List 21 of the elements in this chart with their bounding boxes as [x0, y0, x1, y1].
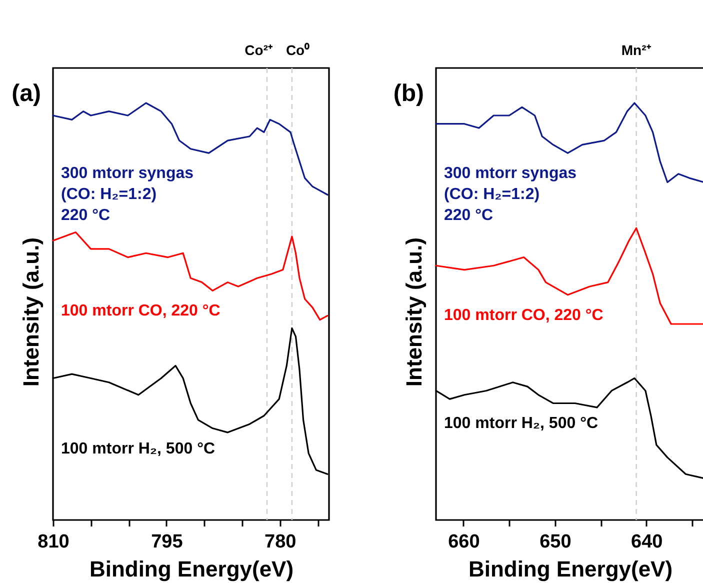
series-label: 100 mtorr H₂, 500 °C: [61, 440, 216, 458]
y-axis-title: Intensity (a.u.): [18, 237, 44, 387]
ref-line-label: Co²⁺: [244, 42, 273, 58]
series-label: 300 mtorr syngas (CO: H₂=1:2) 220 °C: [61, 165, 194, 224]
x-tick-label: 795: [151, 532, 184, 552]
x-tick-label: 810: [38, 532, 70, 552]
series-label: 100 mtorr CO, 220 °C: [61, 302, 221, 320]
x-tick-label: 650: [540, 532, 572, 552]
chart-title: (a): [12, 80, 41, 107]
x-tick-label: 780: [264, 532, 296, 552]
ref-line-label: Co⁰: [286, 42, 310, 58]
ref-line-label: Mn²⁺: [621, 42, 652, 58]
x-tick-label: 640: [631, 532, 663, 552]
y-axis-title: Intensity (a.u.): [402, 237, 426, 387]
series-label: 100 mtorr H₂, 500 °C: [444, 415, 598, 432]
series-label: 300 mtorr syngas (CO: H₂=1:2) 220 °C: [444, 165, 577, 224]
chart-title: (b): [393, 80, 424, 107]
x-tick-label: 660: [448, 532, 480, 552]
x-axis-title: Binding Energy(eV): [468, 556, 673, 582]
series-label: 100 mtorr CO, 220 °C: [444, 306, 604, 324]
x-axis-title: Binding Energy(eV): [89, 556, 294, 582]
